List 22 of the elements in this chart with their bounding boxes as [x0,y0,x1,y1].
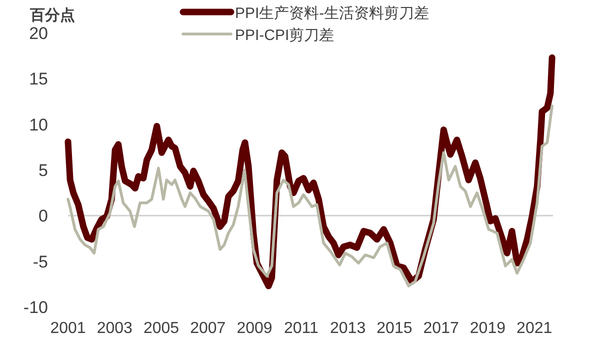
x-tick-label: 2021 [516,320,552,337]
x-tick-label: 2013 [330,320,366,337]
y-tick-label: 10 [29,115,48,134]
line-series [66,104,554,288]
y-tick-label: 20 [29,24,48,43]
x-tick-label: 2001 [50,320,86,337]
x-tick-label: 2009 [236,320,272,337]
y-axis-title: 百分点 [29,7,75,24]
x-tick-label: 2003 [96,320,133,337]
x-tick-label: 2005 [143,320,180,337]
x-tick-label: 2015 [376,320,412,337]
x-tick-label: 2019 [470,320,506,337]
y-tick-label: -5 [32,252,48,272]
y-tick-label: 0 [38,206,48,226]
x-tick-label: 2011 [284,320,318,337]
legend-label: PPI生产资料-生活资料剪刀差 [235,5,430,22]
y-tick-label: 5 [38,161,48,180]
x-tick-label: 2017 [423,320,459,337]
y-tick-label: -10 [23,298,48,317]
y-tick-label: 15 [29,70,48,89]
x-tick-label: 2007 [190,320,226,337]
legend-label: PPI-CPI剪刀差 [235,27,334,44]
